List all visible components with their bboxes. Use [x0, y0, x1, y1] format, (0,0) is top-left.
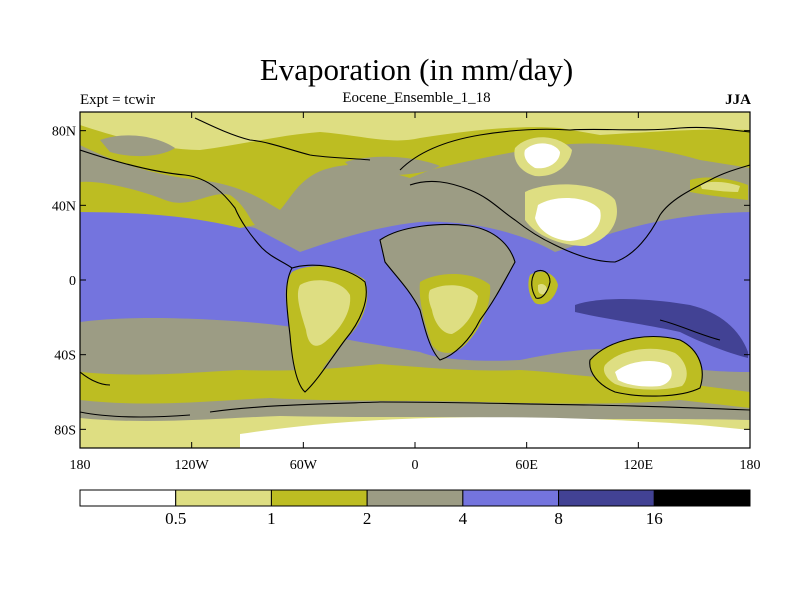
lon-tick-label: 60E — [515, 458, 538, 473]
lat-tick-label: 40N — [52, 199, 76, 214]
map-title: Evaporation (in mm/day) — [259, 52, 574, 87]
colorbar-label: 1 — [267, 509, 276, 528]
colorbar-swatch — [366, 489, 464, 507]
lon-tick-label: 180 — [70, 458, 91, 473]
colorbar: 0.5 1 2 4 8 16 — [79, 489, 751, 528]
colorbar-swatch — [79, 489, 177, 507]
lon-tick-label: 180 — [740, 458, 761, 473]
colorbar-label: 16 — [646, 509, 663, 528]
lat-tick-label: 80S — [54, 423, 76, 438]
colorbar-swatch — [270, 489, 368, 507]
ensemble-label: Eocene_Ensemble_1_18 — [342, 90, 491, 106]
lon-tick-label: 120E — [624, 458, 654, 473]
experiment-label: Expt = tcwir — [80, 92, 156, 108]
very-high-evap-patch — [575, 298, 748, 358]
season-label: JJA — [725, 92, 751, 108]
evaporation-field — [80, 112, 750, 448]
colorbar-swatch — [558, 489, 655, 507]
lat-tick-label: 0 — [69, 274, 76, 289]
longitude-axis: 180 120W 60W 0 60E 120E 180 — [70, 112, 761, 473]
colorbar-swatch — [653, 489, 751, 507]
latitude-axis: 80N 40N 0 40S 80S — [52, 125, 750, 438]
colorbar-label: 0.5 — [165, 509, 186, 528]
colorbar-swatch — [462, 489, 560, 507]
lat-tick-label: 80N — [52, 125, 76, 140]
colorbar-label: 4 — [459, 509, 468, 528]
lon-tick-label: 120W — [175, 458, 210, 473]
lon-tick-label: 60W — [290, 458, 318, 473]
lon-tick-label: 0 — [412, 458, 419, 473]
colorbar-swatch — [175, 489, 272, 507]
lat-tick-label: 40S — [54, 349, 76, 364]
colorbar-label: 8 — [554, 509, 563, 528]
coastlines — [80, 117, 750, 418]
asia-low-evap — [535, 197, 601, 241]
colorbar-label: 2 — [363, 509, 372, 528]
